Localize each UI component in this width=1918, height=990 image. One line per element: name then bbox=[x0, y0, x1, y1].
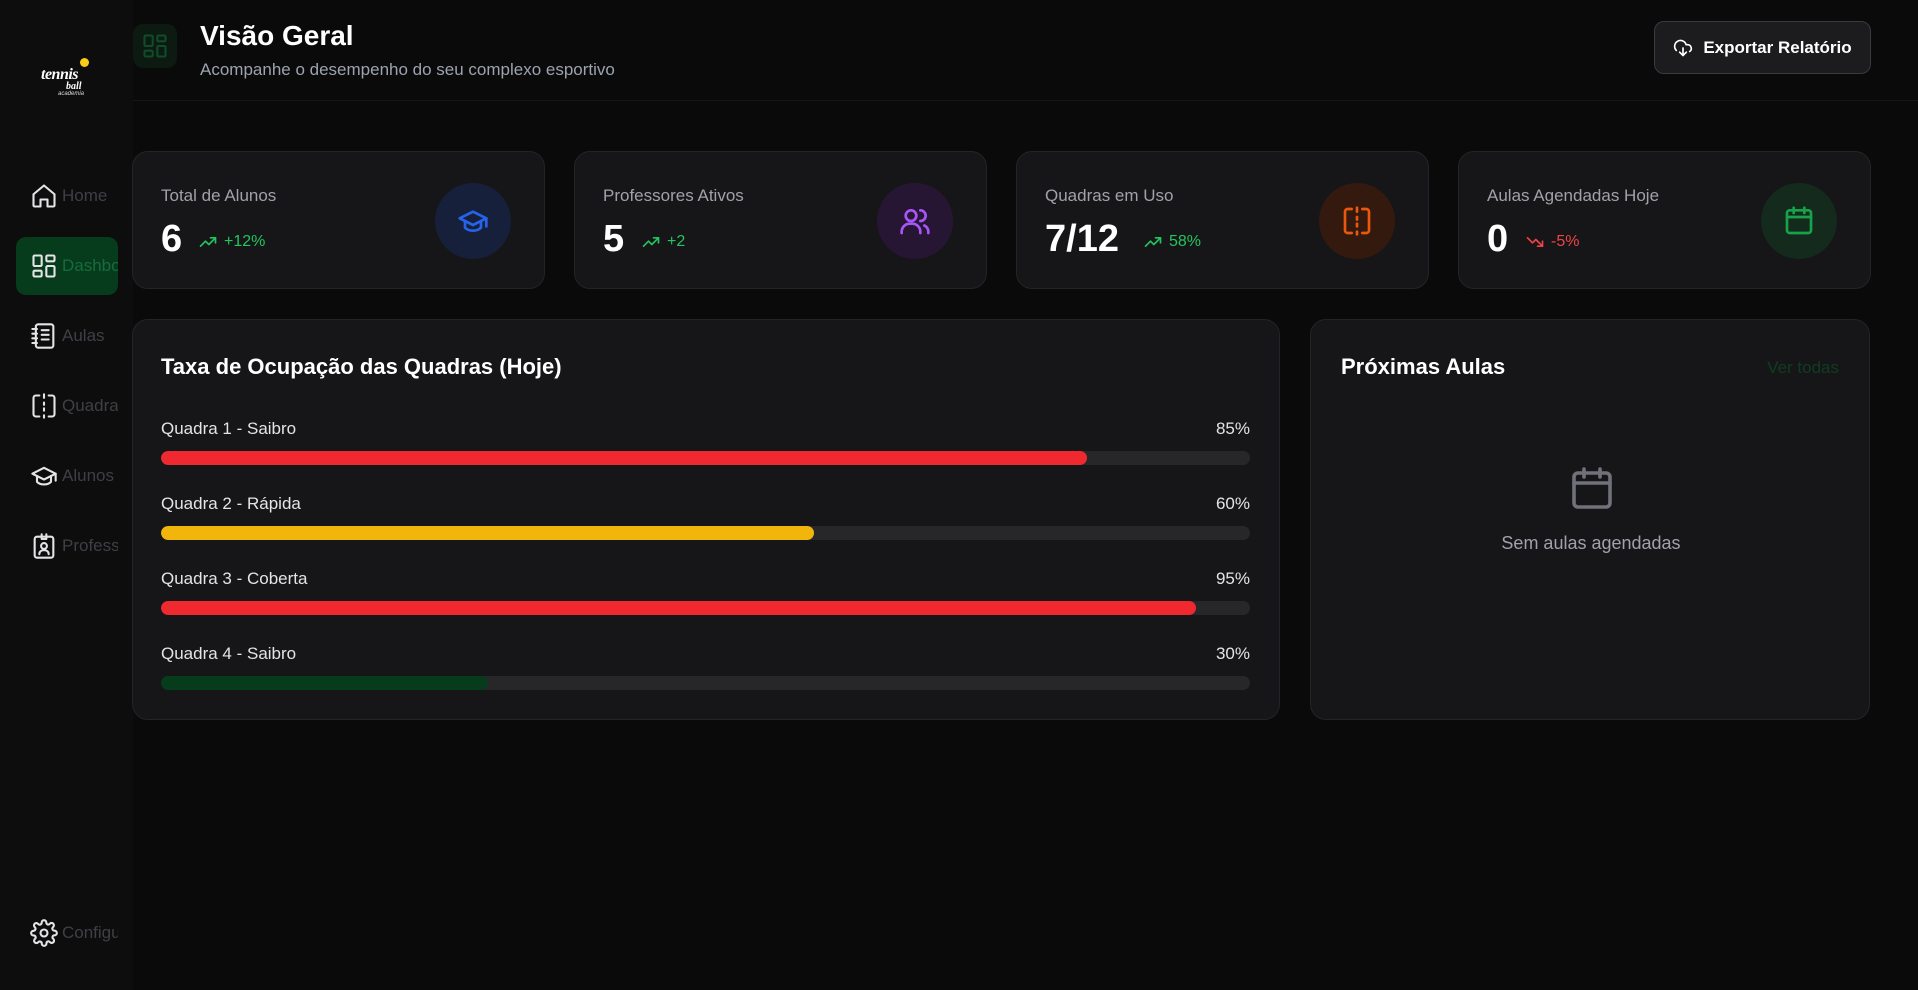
tennis-ball-dot bbox=[80, 58, 89, 67]
court-name: Quadra 1 - Saibro bbox=[161, 419, 297, 438]
stat-value: 6 bbox=[161, 218, 183, 260]
court-icon bbox=[1319, 183, 1395, 259]
tennis-ball-logo[interactable]: tennis ball academia bbox=[38, 56, 98, 98]
occupancy-row: Quadra 2 - Rápida 60% bbox=[161, 494, 1250, 554]
occupancy-row: Quadra 3 - Coberta 95% bbox=[161, 569, 1250, 629]
trending-down-icon bbox=[1526, 237, 1544, 247]
graduation-cap-icon bbox=[435, 183, 511, 259]
logo-line2: ball bbox=[66, 81, 82, 92]
id-badge-icon bbox=[30, 532, 58, 560]
stat-value: 0 bbox=[1487, 218, 1509, 260]
occupancy-bar-fill bbox=[161, 526, 815, 540]
stat-label: Quadras em Uso bbox=[1045, 186, 1174, 205]
trending-up-icon bbox=[199, 237, 217, 247]
sidebar-item-aulas[interactable]: Aulas bbox=[16, 307, 118, 365]
sidebar-item-label: Quadras bbox=[62, 396, 118, 415]
sidebar-item-professores[interactable]: Professores bbox=[16, 517, 118, 575]
cloud-download-icon bbox=[1674, 39, 1693, 56]
court-name: Quadra 3 - Coberta bbox=[161, 569, 308, 588]
occupancy-bar-fill bbox=[161, 601, 1196, 615]
stat-card-total-alunos: Total de Alunos 6 +12% bbox=[132, 151, 545, 289]
see-all-link[interactable]: Ver todas bbox=[1767, 358, 1839, 377]
page-title: Visão Geral bbox=[200, 20, 354, 51]
stat-label: Total de Alunos bbox=[161, 186, 277, 205]
occupancy-card: Taxa de Ocupação das Quadras (Hoje) Quad… bbox=[132, 319, 1280, 720]
trending-up-icon bbox=[1144, 237, 1162, 247]
sidebar: tennis ball academia Home Dashboard Aula… bbox=[0, 0, 133, 990]
stat-trend: 58% bbox=[1143, 232, 1201, 252]
export-report-label: Exportar Relatório bbox=[1703, 37, 1852, 57]
upcoming-title: Próximas Aulas bbox=[1341, 354, 1506, 379]
gear-icon bbox=[30, 919, 58, 947]
stat-trend-value: +12% bbox=[224, 233, 266, 250]
stat-value: 7/12 bbox=[1045, 218, 1119, 260]
occupancy-title: Taxa de Ocupação das Quadras (Hoje) bbox=[161, 354, 562, 379]
sidebar-item-label: Configurações bbox=[62, 923, 118, 942]
court-name: Quadra 2 - Rápida bbox=[161, 494, 301, 513]
occupancy-bar-track bbox=[161, 601, 1250, 615]
page-subtitle: Acompanhe o desempenho do seu complexo e… bbox=[200, 60, 615, 79]
court-icon bbox=[30, 392, 58, 420]
stat-trend: -5% bbox=[1525, 232, 1579, 252]
graduation-cap-icon bbox=[30, 462, 58, 490]
sidebar-item-home[interactable]: Home bbox=[16, 167, 118, 225]
court-percentage: 95% bbox=[1215, 569, 1250, 588]
stat-card-professores-ativos: Professores Ativos 5 +2 bbox=[574, 151, 987, 289]
occupancy-bar-track bbox=[161, 676, 1250, 690]
stat-card-aulas-agendadas-hoje: Aulas Agendadas Hoje 0 -5% bbox=[1458, 151, 1871, 289]
court-name: Quadra 4 - Saibro bbox=[161, 644, 297, 663]
calendar-icon bbox=[1761, 183, 1837, 259]
upcoming-classes-card: Próximas Aulas Ver todas Sem aulas agend… bbox=[1310, 319, 1870, 720]
home-icon bbox=[30, 182, 58, 210]
court-percentage: 30% bbox=[1215, 644, 1250, 663]
occupancy-bar-fill bbox=[161, 676, 488, 690]
sidebar-item-alunos[interactable]: Alunos bbox=[16, 447, 118, 505]
stat-label: Aulas Agendadas Hoje bbox=[1487, 186, 1660, 205]
sidebar-item-label: Professores bbox=[62, 536, 118, 555]
occupancy-row: Quadra 1 - Saibro 85% bbox=[161, 419, 1250, 479]
occupancy-bar-fill bbox=[161, 451, 1087, 465]
logo-line1: tennis bbox=[41, 66, 79, 83]
sidebar-item-label: Alunos bbox=[62, 466, 114, 485]
occupancy-bar-track bbox=[161, 526, 1250, 540]
sidebar-item-label: Aulas bbox=[62, 326, 105, 345]
court-percentage: 85% bbox=[1215, 419, 1250, 438]
calendar-icon bbox=[1568, 465, 1616, 513]
stat-value: 5 bbox=[603, 218, 625, 260]
stat-trend-value: 58% bbox=[1169, 233, 1202, 250]
stat-trend-value: -5% bbox=[1551, 233, 1580, 250]
dashboard-icon bbox=[30, 252, 58, 280]
occupancy-row: Quadra 4 - Saibro 30% bbox=[161, 644, 1250, 704]
sidebar-item-configuracoes[interactable]: Configurações bbox=[16, 904, 118, 962]
empty-state-text: Sem aulas agendadas bbox=[1501, 533, 1681, 553]
stat-trend-value: +2 bbox=[667, 233, 686, 250]
export-report-button[interactable]: Exportar Relatório bbox=[1654, 21, 1871, 74]
stat-card-quadras-em-uso: Quadras em Uso 7/12 58% bbox=[1016, 151, 1429, 289]
users-icon bbox=[877, 183, 953, 259]
dashboard-icon bbox=[133, 24, 177, 68]
stat-trend: +12% bbox=[198, 232, 265, 252]
sidebar-item-quadras[interactable]: Quadras bbox=[16, 377, 118, 435]
sidebar-item-label: Home bbox=[62, 186, 108, 205]
trending-up-icon bbox=[642, 237, 660, 247]
page-header: Visão Geral Acompanhe o desempenho do se… bbox=[133, 0, 1918, 101]
notebook-icon bbox=[30, 322, 58, 350]
logo-line3: academia bbox=[58, 91, 85, 97]
sidebar-item-dashboard[interactable]: Dashboard bbox=[16, 237, 118, 295]
occupancy-bar-track bbox=[161, 451, 1250, 465]
stat-trend: +2 bbox=[641, 232, 685, 252]
court-percentage: 60% bbox=[1215, 494, 1250, 513]
stat-label: Professores Ativos bbox=[603, 186, 744, 205]
sidebar-item-label: Dashboard bbox=[62, 256, 118, 275]
